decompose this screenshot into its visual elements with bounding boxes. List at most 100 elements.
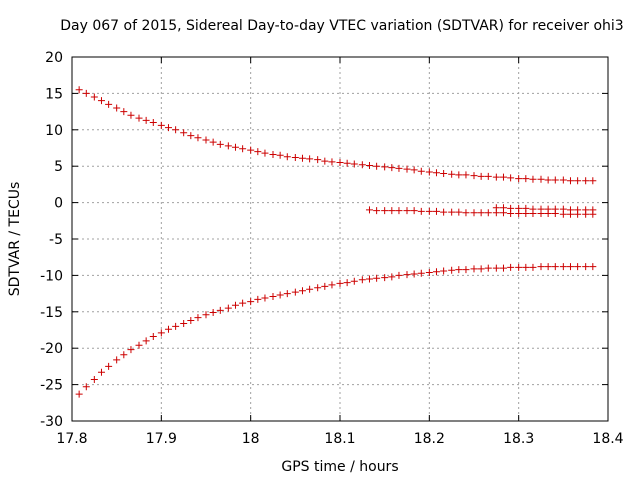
data-point (149, 119, 157, 127)
x-tick-label: 18.2 (414, 431, 445, 447)
data-point (440, 208, 448, 216)
data-point (522, 263, 530, 271)
data-point (507, 174, 515, 182)
data-point (589, 263, 597, 271)
data-point (559, 205, 567, 213)
data-point (551, 263, 559, 271)
data-point (321, 157, 329, 165)
data-point (209, 138, 217, 146)
data-point (283, 290, 291, 298)
data-point (492, 204, 500, 212)
data-point (336, 159, 344, 167)
data-point (559, 263, 567, 271)
data-point (358, 161, 366, 169)
data-point (551, 176, 559, 184)
data-points (75, 86, 597, 398)
data-point (343, 279, 351, 287)
data-point (582, 263, 590, 271)
data-point (261, 294, 269, 302)
x-tick-label: 18.3 (503, 431, 534, 447)
y-tick-label: -15 (40, 305, 63, 321)
data-point (477, 265, 485, 273)
data-point (231, 143, 239, 151)
x-tick-label: 18.4 (592, 431, 623, 447)
data-point (507, 204, 515, 212)
data-point (388, 164, 396, 172)
data-point (589, 177, 597, 185)
data-point (455, 171, 463, 179)
data-point (388, 273, 396, 281)
data-point (410, 166, 418, 174)
y-tick-label: 0 (54, 196, 63, 212)
data-point (462, 266, 470, 274)
data-point (321, 282, 329, 290)
middle-track-secondary-series (492, 204, 597, 214)
data-point (194, 134, 202, 142)
data-point (261, 149, 269, 157)
data-point (477, 209, 485, 217)
data-point (75, 86, 83, 94)
data-point (381, 274, 389, 282)
data-point (202, 136, 210, 144)
y-tick-label: -5 (49, 232, 63, 248)
x-tick-label: 18 (242, 431, 260, 447)
data-point (425, 268, 433, 276)
data-point (529, 263, 537, 271)
data-point (113, 104, 121, 112)
data-point (306, 155, 314, 163)
data-point (499, 173, 507, 181)
data-point (306, 285, 314, 293)
data-point (395, 164, 403, 172)
data-point (358, 276, 366, 284)
x-tick-label: 17.8 (56, 431, 87, 447)
data-point (470, 209, 478, 217)
data-point (224, 304, 232, 312)
data-point (172, 126, 180, 134)
data-point (574, 206, 582, 214)
data-point (403, 271, 411, 279)
data-point (82, 383, 90, 391)
data-point (298, 287, 306, 295)
data-point (187, 132, 195, 140)
data-point (164, 124, 172, 132)
data-point (566, 206, 574, 214)
data-point (82, 89, 90, 97)
y-tick-label: 15 (45, 86, 63, 102)
data-point (522, 175, 530, 183)
y-axis-label: SDTVAR / TECUs (7, 182, 23, 297)
data-point (395, 271, 403, 279)
data-point (113, 356, 121, 364)
data-point (455, 266, 463, 274)
data-point (350, 160, 358, 168)
data-point (470, 265, 478, 273)
y-tick-label: -25 (40, 378, 63, 394)
data-point (403, 165, 411, 173)
data-point (410, 270, 418, 278)
data-point (448, 266, 456, 274)
data-point (559, 176, 567, 184)
data-point (209, 309, 217, 317)
data-point (432, 207, 440, 215)
data-point (97, 368, 105, 376)
data-point (582, 206, 590, 214)
data-point (529, 175, 537, 183)
data-point (194, 314, 202, 322)
data-point (224, 142, 232, 150)
axis-ticks (71, 56, 609, 422)
data-point (135, 341, 143, 349)
data-point (507, 263, 515, 271)
data-point (515, 263, 523, 271)
data-point (254, 148, 262, 156)
data-point (172, 322, 180, 330)
data-point (365, 161, 373, 169)
x-tick-label: 17.9 (146, 431, 177, 447)
data-point (410, 207, 418, 215)
data-point (544, 205, 552, 213)
data-point (395, 207, 403, 215)
x-tick-labels: 17.8 17.9 18 18.1 18.2 18.3 18.4 (56, 431, 623, 447)
data-point (231, 301, 239, 309)
data-point (522, 204, 530, 212)
data-point (291, 288, 299, 296)
x-tick-label: 18.1 (324, 431, 355, 447)
